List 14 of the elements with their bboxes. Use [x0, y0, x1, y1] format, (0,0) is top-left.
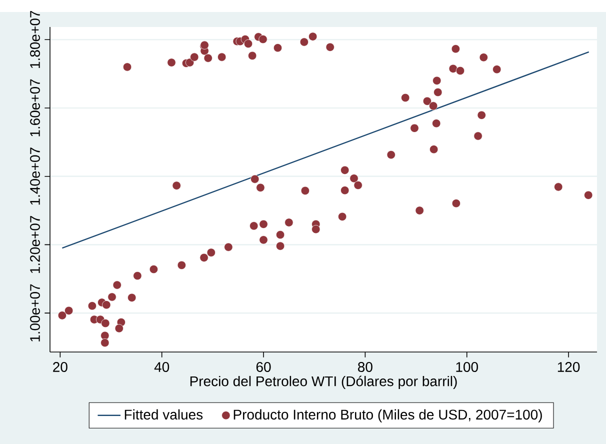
- x-tick-label: 40: [154, 362, 170, 372]
- x-tick-label: 120: [558, 362, 580, 372]
- x-tick-label: 60: [256, 362, 271, 372]
- legend-label: Fitted values: [124, 409, 203, 420]
- x-tick-label: 100: [456, 362, 478, 372]
- y-tick-label: 1.40e+07: [30, 148, 40, 205]
- legend-label: Producto Interno Bruto (Miles de USD, 2007=100): [234, 409, 542, 422]
- x-tick-label: 80: [358, 362, 372, 372]
- y-tick-label: 1.00e+07: [30, 284, 40, 342]
- x-axis-title: Precio del Petroleo WTI (Dólares por barril): [190, 376, 457, 389]
- y-tick-label: 1.20e+07: [30, 216, 40, 274]
- y-tick-label: 1.60e+07: [30, 79, 40, 136]
- x-tick-label: 20: [53, 362, 68, 372]
- y-tick-label: 1.80e+07: [30, 10, 40, 68]
